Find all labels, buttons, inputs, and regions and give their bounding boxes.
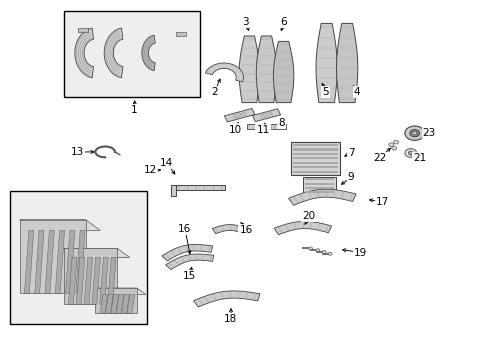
Polygon shape [171,185,224,190]
Circle shape [388,143,393,147]
Bar [10,191,146,324]
Polygon shape [107,257,116,304]
Text: 3: 3 [242,17,249,27]
Polygon shape [105,294,113,313]
Polygon shape [292,153,337,155]
Polygon shape [78,28,88,32]
Polygon shape [303,177,336,194]
Polygon shape [127,294,134,313]
Text: 11: 11 [256,125,269,135]
Text: 16: 16 [177,224,191,234]
Polygon shape [176,32,185,36]
Text: 10: 10 [228,125,241,135]
Polygon shape [212,225,247,234]
Polygon shape [68,257,77,304]
Polygon shape [116,294,123,313]
Polygon shape [305,178,334,180]
Polygon shape [205,63,243,82]
Circle shape [327,252,331,255]
Text: 16: 16 [239,225,252,235]
Polygon shape [292,171,337,173]
Circle shape [315,249,319,252]
Text: 15: 15 [183,271,196,282]
Polygon shape [239,36,259,103]
Polygon shape [305,191,334,193]
Text: 9: 9 [347,172,354,182]
Polygon shape [256,36,276,103]
Polygon shape [252,109,280,122]
Polygon shape [292,144,337,146]
Polygon shape [305,183,334,185]
Text: 20: 20 [302,211,315,221]
Text: 14: 14 [159,158,173,168]
Polygon shape [20,220,100,230]
Circle shape [409,130,419,137]
Polygon shape [95,288,145,294]
Text: 6: 6 [280,17,286,27]
Text: 8: 8 [277,118,284,128]
Polygon shape [76,230,85,293]
Polygon shape [292,148,337,150]
Polygon shape [290,142,339,175]
Polygon shape [162,244,212,261]
Polygon shape [171,185,176,196]
Circle shape [322,251,325,253]
Circle shape [308,247,312,250]
Polygon shape [292,166,337,168]
Polygon shape [165,254,213,270]
Polygon shape [24,230,34,293]
Polygon shape [104,28,122,78]
Text: 4: 4 [353,87,360,97]
Polygon shape [55,230,64,293]
Polygon shape [224,108,254,122]
Polygon shape [288,189,355,205]
Circle shape [407,151,412,155]
Polygon shape [65,230,75,293]
Circle shape [393,140,398,144]
Circle shape [404,126,424,140]
Polygon shape [100,294,107,313]
Text: 7: 7 [347,148,354,158]
Circle shape [412,132,416,135]
Polygon shape [246,124,285,129]
Polygon shape [20,220,85,293]
Text: 2: 2 [210,87,217,97]
Text: 12: 12 [143,165,157,175]
Polygon shape [75,28,93,78]
Text: 1: 1 [131,105,138,115]
Polygon shape [315,23,337,103]
Polygon shape [63,248,129,257]
Polygon shape [35,230,44,293]
Polygon shape [45,230,54,293]
Polygon shape [292,157,337,159]
Polygon shape [95,288,137,313]
Polygon shape [292,162,337,164]
Polygon shape [76,257,85,304]
Polygon shape [142,35,155,71]
Text: 17: 17 [375,197,388,207]
Text: 21: 21 [412,153,426,163]
Polygon shape [274,221,331,235]
Polygon shape [92,257,101,304]
Text: 19: 19 [353,248,367,258]
Text: 13: 13 [70,147,84,157]
Bar [63,11,200,97]
Polygon shape [305,187,334,189]
Polygon shape [122,294,129,313]
Circle shape [404,149,416,157]
Text: 23: 23 [422,128,435,138]
Polygon shape [273,41,293,103]
Polygon shape [100,257,108,304]
Circle shape [391,147,396,150]
Polygon shape [193,291,260,307]
Text: 22: 22 [372,153,386,163]
Polygon shape [111,294,118,313]
Polygon shape [336,23,357,103]
Text: 5: 5 [321,87,328,97]
Text: 18: 18 [224,314,237,324]
Polygon shape [84,257,93,304]
Polygon shape [63,248,117,304]
Polygon shape [242,225,249,234]
